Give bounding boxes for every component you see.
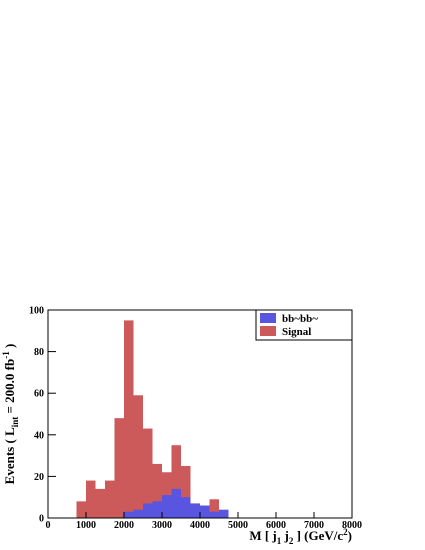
bar: [209, 511, 219, 518]
legend-swatch: [260, 313, 276, 323]
axis-title-part: ): [348, 528, 352, 543]
bar: [152, 501, 162, 518]
x-tick-label: 1000: [76, 520, 96, 531]
bar: [200, 505, 210, 518]
y-tick-label: 40: [34, 430, 44, 441]
bar: [133, 395, 143, 518]
axis-title-part: M [ j: [249, 528, 276, 543]
y-tick-label: 100: [29, 306, 44, 317]
axis-title-part: Events ( L: [2, 427, 17, 484]
y-tick-label: 20: [34, 472, 44, 483]
axis-title-part: ): [2, 344, 17, 352]
legend-label: bb~bb~: [282, 313, 318, 325]
axis-title-script: int: [10, 417, 20, 428]
bar: [219, 509, 229, 518]
y-axis-title: Events ( Lint = 200.0 fb-1 ): [1, 344, 20, 485]
x-tick-label: 8000: [342, 520, 362, 531]
plot-area: [48, 310, 352, 518]
bar: [181, 466, 191, 518]
axis-title-script: -1: [1, 351, 11, 359]
y-tick-label: 0: [39, 514, 44, 525]
bar: [105, 480, 115, 518]
x-tick-label: 4000: [190, 520, 210, 531]
x-tick-label: 5000: [228, 520, 248, 531]
axis-title-part: ] (GeV/c: [293, 528, 343, 543]
bar: [95, 488, 105, 518]
y-tick-label: 80: [34, 347, 44, 358]
legend-swatch: [260, 326, 276, 336]
x-tick-label: 0: [46, 520, 51, 531]
legend-label: Signal: [282, 326, 311, 338]
bar: [171, 488, 181, 518]
x-tick-label: 3000: [152, 520, 172, 531]
x-tick-label: 6000: [266, 520, 286, 531]
x-tick-label: 2000: [114, 520, 134, 531]
y-tick-label: 60: [34, 389, 44, 400]
bar: [190, 503, 200, 518]
x-axis-title: M [ j1 j2 ] (GeV/c2): [249, 527, 352, 546]
axis-title-part: j: [281, 528, 289, 543]
axis-title-script: 2: [289, 536, 294, 546]
bar: [124, 511, 134, 518]
bar: [114, 418, 124, 518]
bar: [143, 503, 153, 518]
bar: [86, 480, 96, 518]
x-tick-label: 7000: [304, 520, 324, 531]
bar: [152, 463, 162, 518]
bar: [124, 320, 134, 518]
bar: [181, 497, 191, 518]
bar: [133, 509, 143, 518]
bar: [76, 501, 86, 518]
bar: [209, 499, 219, 518]
bar: [143, 428, 153, 518]
bar: [171, 445, 181, 518]
bar: [162, 495, 172, 518]
axis-title-script: 2: [343, 527, 348, 537]
axis-title-script: 1: [277, 536, 282, 546]
axis-title-part: = 200.0 fb: [2, 359, 17, 417]
